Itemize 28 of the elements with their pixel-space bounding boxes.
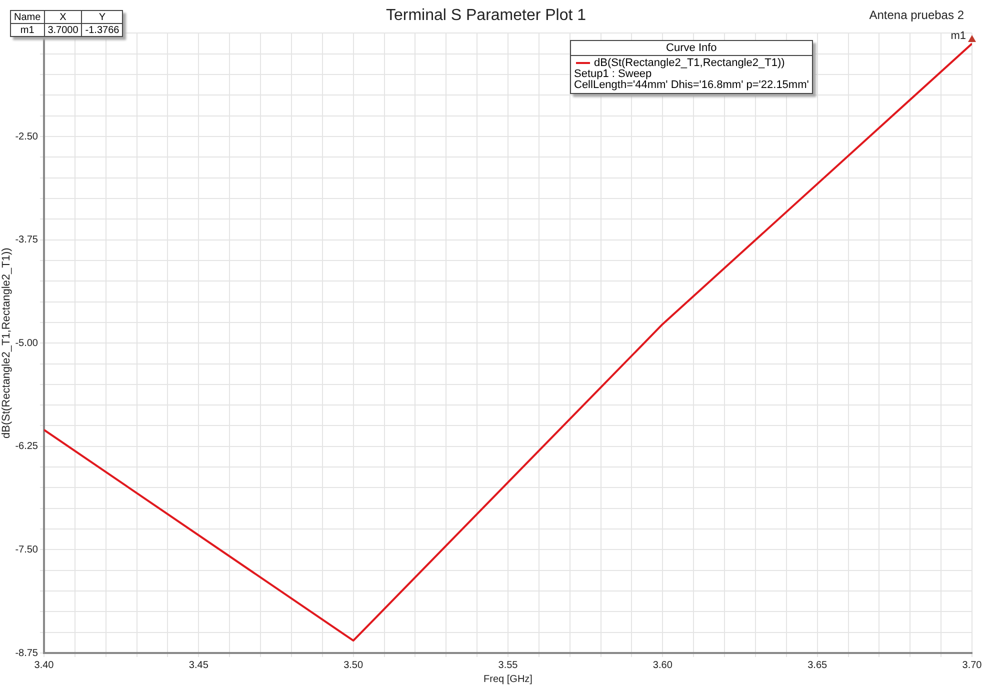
y-tick-label: -2.50 bbox=[15, 131, 38, 142]
annotation: m1 bbox=[950, 30, 966, 42]
y-tick-label: -6.25 bbox=[15, 441, 38, 452]
legend-title: Curve Info bbox=[571, 42, 812, 56]
legend-label: dB(St(Rectangle2_T1,Rectangle2_T1)) bbox=[593, 57, 786, 69]
y-tick-label: -8.75 bbox=[15, 648, 38, 659]
x-tick-label: 3.45 bbox=[188, 660, 209, 671]
x-tick-label: 3.65 bbox=[808, 660, 828, 671]
text: Name bbox=[10, 10, 44, 24]
annotation: Setup1 : Sweep bbox=[574, 68, 652, 80]
x-tick-label: 3.40 bbox=[34, 660, 54, 671]
x-tick-label: 3.60 bbox=[652, 660, 673, 671]
x-tick-label: 3.50 bbox=[344, 660, 364, 671]
x-tick-label: 3.70 bbox=[962, 660, 982, 671]
x-axis-title: Freq [GHz] bbox=[484, 674, 533, 685]
y-tick-label: -3.75 bbox=[15, 234, 38, 246]
annotation: CellLength='44mm' Dhis='16.8mm' p='22.15mm' bbox=[574, 79, 809, 91]
annotation: 3.7000 bbox=[44, 24, 82, 36]
chart-title: Terminal S Parameter Plot 1 bbox=[386, 7, 586, 24]
annotation: -1.3766 bbox=[82, 24, 123, 36]
y-tick-label: -5.00 bbox=[15, 338, 38, 349]
y-axis-title: dB(St(Rectangle2_T1,Rectangle2_T1)) bbox=[0, 248, 13, 438]
text: Y bbox=[82, 10, 123, 24]
text: X bbox=[44, 10, 82, 24]
text: Antena pruebas 2 bbox=[869, 8, 964, 22]
x-tick-label: 3.55 bbox=[498, 660, 518, 671]
y-tick-label: -7.50 bbox=[15, 544, 38, 556]
text: m1 bbox=[10, 24, 44, 36]
